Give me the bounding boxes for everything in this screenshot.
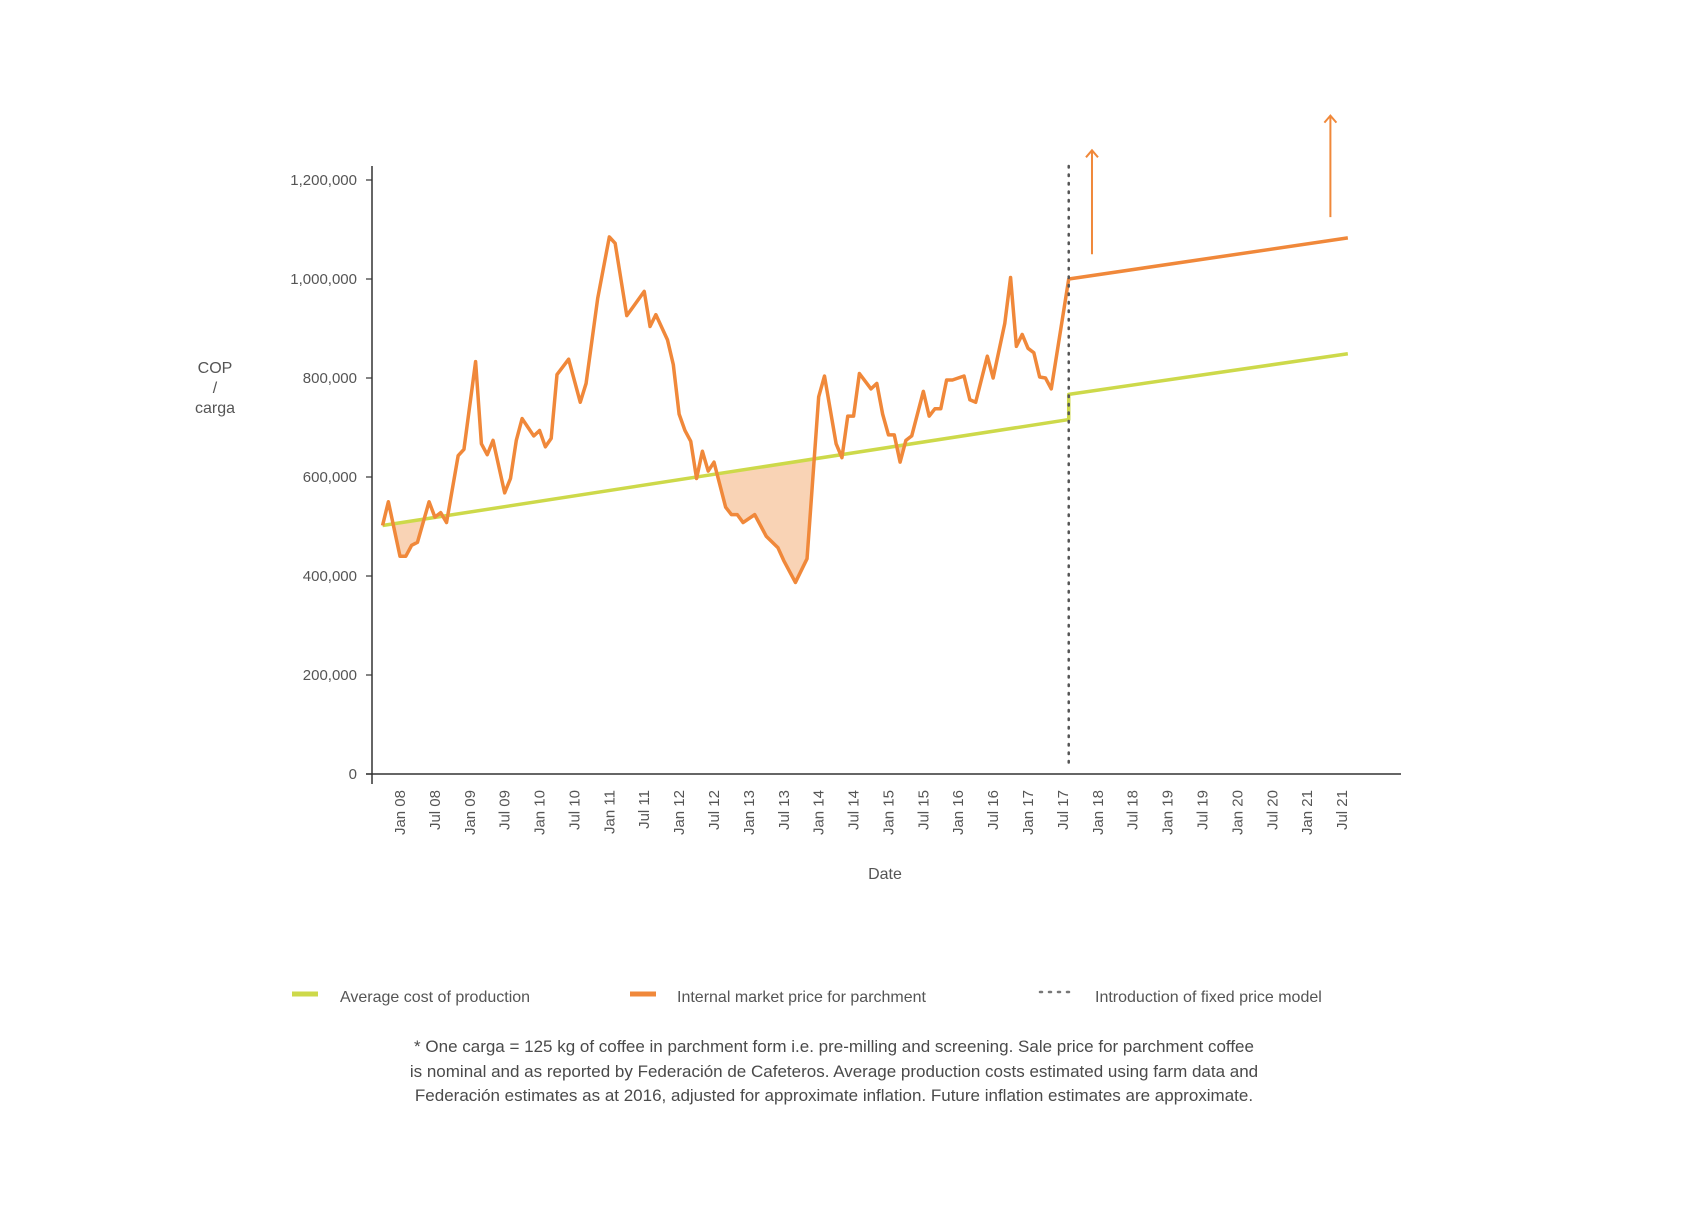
- deficit-area: [393, 519, 425, 557]
- y-tick-label: 600,000: [303, 469, 357, 486]
- y-tick-label: 1,000,000: [290, 271, 357, 288]
- y-axis-label: COP / carga: [195, 360, 235, 417]
- legend-label-fixed-price: Introduction of fixed price model: [1095, 989, 1322, 1006]
- x-tick-label: Jan 18: [1090, 790, 1107, 835]
- x-tick-label: Jan 16: [950, 790, 967, 835]
- x-tick-label: Jan 14: [811, 790, 828, 835]
- x-tick-label: Jul 10: [566, 790, 583, 830]
- x-tick-label: Jan 15: [880, 790, 897, 835]
- x-tick-label: Jan 08: [392, 790, 409, 835]
- market-price-line: [380, 235, 1349, 585]
- x-tick-label: Jan 19: [1160, 790, 1177, 835]
- y-tick-label: 400,000: [303, 568, 357, 585]
- x-axis-label: Date: [868, 866, 902, 883]
- x-tick-label: Jan 20: [1229, 790, 1246, 835]
- x-tick-label: Jan 13: [741, 790, 758, 835]
- arrow-head: [1323, 114, 1338, 124]
- legend-label-cost: Average cost of production: [340, 989, 530, 1006]
- x-tick-label: Jul 20: [1264, 790, 1281, 830]
- y-tick-label: 200,000: [303, 667, 357, 684]
- cost-of-production-line: [382, 352, 1349, 528]
- x-tick-label: Jul 09: [497, 790, 514, 830]
- x-tick-label: Jul 15: [915, 790, 932, 830]
- x-tick-label: Jan 09: [462, 790, 479, 835]
- x-tick-label: Jul 11: [636, 790, 653, 829]
- x-tick-label: Jul 14: [846, 790, 863, 830]
- y-axis-label-line: COP: [198, 360, 233, 377]
- axes: 0 200,000 400,000 600,000 800,000 1,000,000 1,…: [290, 166, 1401, 835]
- x-tick-label: Jan 17: [1020, 790, 1037, 835]
- arrow-head: [1085, 148, 1099, 158]
- y-axis-label-line: carga: [195, 400, 235, 417]
- x-tick-label: Jul 12: [706, 790, 723, 830]
- deficit-area: [717, 458, 815, 583]
- x-tick-label: Jul 08: [427, 790, 444, 830]
- y-tick-label: 0: [349, 766, 357, 783]
- legend: Average cost of production Internal mark…: [292, 989, 1322, 1006]
- x-tick-label: Jan 10: [532, 790, 549, 835]
- y-tick-label: 1,200,000: [290, 172, 357, 189]
- x-tick-label: Jul 13: [776, 790, 793, 830]
- x-tick-label: Jul 21: [1334, 790, 1351, 830]
- y-tick-label: 800,000: [303, 370, 357, 387]
- series-lines: [380, 114, 1349, 768]
- legend-label-price: Internal market price for parchment: [677, 989, 927, 1006]
- x-tick-label: Jul 16: [985, 790, 1002, 830]
- x-tick-label: Jan 21: [1299, 790, 1316, 835]
- footnote-line: * One carga = 125 kg of coffee in parchm…: [414, 1037, 1254, 1056]
- x-tick-label: Jul 18: [1125, 790, 1142, 830]
- x-tick-label: Jan 12: [671, 790, 688, 835]
- x-tick-label: Jul 19: [1194, 790, 1211, 830]
- y-axis-label-line: /: [213, 380, 218, 397]
- footnote: * One carga = 125 kg of coffee in parchm…: [410, 1037, 1258, 1105]
- x-tick-label: Jan 11: [601, 790, 618, 834]
- x-tick-label: Jul 17: [1055, 790, 1072, 830]
- footnote-line: Federación estimates as at 2016, adjuste…: [415, 1086, 1253, 1105]
- footnote-line: is nominal and as reported by Federación…: [410, 1062, 1258, 1081]
